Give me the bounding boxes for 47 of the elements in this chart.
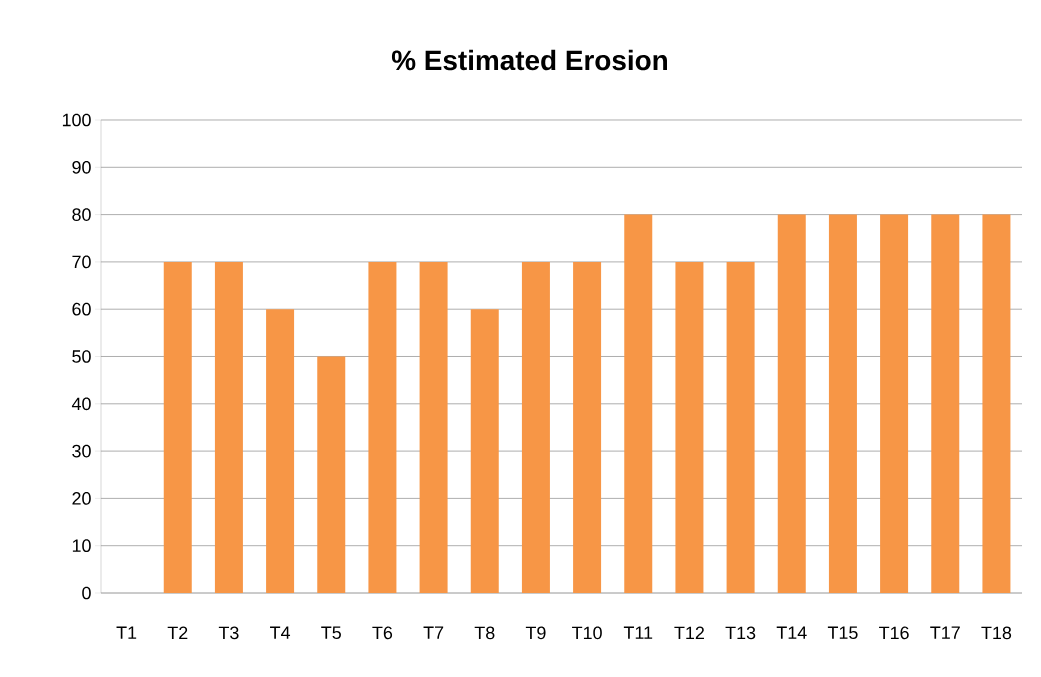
x-tick-label: T15 xyxy=(827,626,858,640)
x-tick-label: T1 xyxy=(116,626,137,639)
x-tick-label: T3 xyxy=(218,626,239,640)
x-tick-label: T6 xyxy=(372,626,393,640)
x-tick-label: T13 xyxy=(725,626,756,640)
bar xyxy=(726,261,755,593)
bar xyxy=(521,261,550,593)
x-tick-label: T5 xyxy=(321,626,341,640)
bar xyxy=(777,214,806,593)
x-tick-label: T10 xyxy=(572,626,602,640)
bar xyxy=(624,214,653,593)
y-tick-label: 20 xyxy=(72,492,91,505)
bar xyxy=(880,214,909,593)
x-tick-label: T2 xyxy=(167,626,188,640)
y-tick-label: 70 xyxy=(72,255,91,269)
bar xyxy=(982,214,1011,593)
bar xyxy=(931,214,960,593)
x-tick-label: T16 xyxy=(879,626,909,640)
y-tick-label: 0 xyxy=(82,586,91,600)
x-tick-label: T7 xyxy=(423,626,444,639)
bar xyxy=(470,309,499,593)
bar xyxy=(317,356,346,593)
y-tick-label: 100 xyxy=(62,113,91,127)
x-tick-label: T9 xyxy=(525,626,546,640)
y-tick-label: 90 xyxy=(72,160,91,174)
bar xyxy=(675,261,704,593)
x-tick-label: T14 xyxy=(776,626,807,639)
y-tick-label: 40 xyxy=(71,397,91,411)
bar xyxy=(266,309,295,593)
x-tick-label: T17 xyxy=(930,626,960,639)
x-tick-label: T8 xyxy=(474,626,495,640)
chart-title: % Estimated Erosion xyxy=(391,49,667,71)
x-tick-label: T11 xyxy=(623,626,653,639)
bar xyxy=(573,261,602,593)
x-tick-label: T4 xyxy=(270,626,291,639)
bar xyxy=(214,261,243,593)
bar xyxy=(828,214,857,593)
bar xyxy=(419,261,448,593)
y-tick-label: 30 xyxy=(72,444,91,458)
bar xyxy=(163,261,192,593)
y-tick-label: 80 xyxy=(72,208,91,221)
x-tick-label: T12 xyxy=(674,626,704,640)
y-tick-label: 50 xyxy=(72,350,91,363)
bar xyxy=(368,261,397,593)
y-tick-label: 60 xyxy=(72,302,91,316)
y-tick-label: 10 xyxy=(72,539,91,553)
x-tick-label: T18 xyxy=(981,626,1012,640)
